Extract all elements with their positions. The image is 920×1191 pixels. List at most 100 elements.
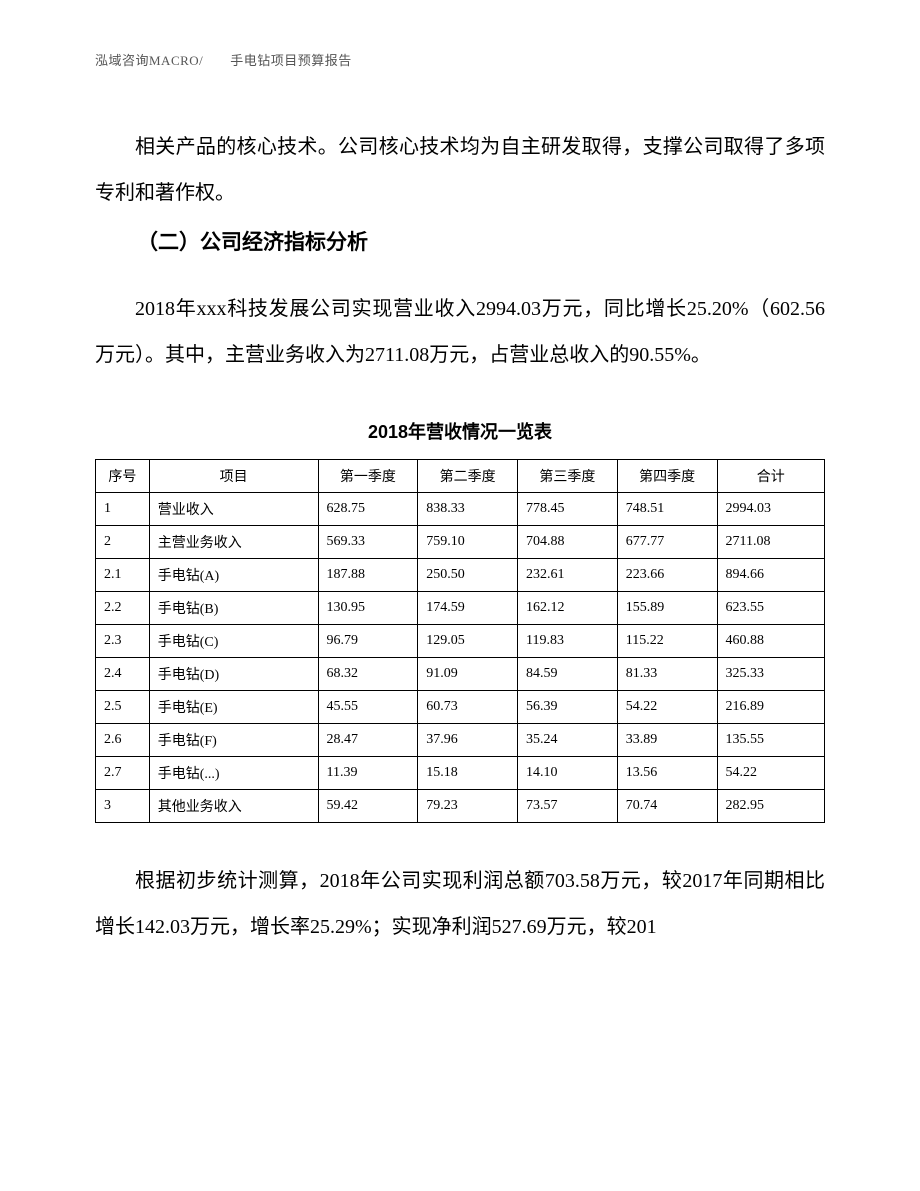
table-cell: 748.51: [617, 493, 717, 526]
table-cell: 68.32: [318, 658, 418, 691]
table-cell: 主营业务收入: [149, 526, 318, 559]
table-cell: 2711.08: [717, 526, 824, 559]
table-cell: 1: [96, 493, 150, 526]
table-row: 2.6 手电钻(F) 28.47 37.96 35.24 33.89 135.5…: [96, 724, 825, 757]
table-cell: 119.83: [518, 625, 618, 658]
section-title: （二）公司经济指标分析: [95, 226, 825, 256]
table-row: 2.3 手电钻(C) 96.79 129.05 119.83 115.22 46…: [96, 625, 825, 658]
table-col-q4: 第四季度: [617, 460, 717, 493]
table-col-item: 项目: [149, 460, 318, 493]
paragraph-2: 2018年xxx科技发展公司实现营业收入2994.03万元，同比增长25.20%…: [95, 286, 825, 378]
table-cell: 759.10: [418, 526, 518, 559]
table-col-q1: 第一季度: [318, 460, 418, 493]
table-cell: 84.59: [518, 658, 618, 691]
table-cell: 60.73: [418, 691, 518, 724]
table-cell: 79.23: [418, 790, 518, 823]
table-cell: 2.1: [96, 559, 150, 592]
table-cell: 174.59: [418, 592, 518, 625]
table-cell: 778.45: [518, 493, 618, 526]
table-cell: 手电钻(A): [149, 559, 318, 592]
table-cell: 2.3: [96, 625, 150, 658]
table-cell: 33.89: [617, 724, 717, 757]
table-cell: 677.77: [617, 526, 717, 559]
table-cell: 223.66: [617, 559, 717, 592]
table-cell: 其他业务收入: [149, 790, 318, 823]
table-cell: 手电钻(E): [149, 691, 318, 724]
table-row: 2.1 手电钻(A) 187.88 250.50 232.61 223.66 8…: [96, 559, 825, 592]
table-col-seq: 序号: [96, 460, 150, 493]
table-cell: 2: [96, 526, 150, 559]
table-cell: 155.89: [617, 592, 717, 625]
table-row: 1 营业收入 628.75 838.33 778.45 748.51 2994.…: [96, 493, 825, 526]
paragraph-3: 根据初步统计测算，2018年公司实现利润总额703.58万元，较2017年同期相…: [95, 858, 825, 950]
table-cell: 3: [96, 790, 150, 823]
table-header: 序号 项目 第一季度 第二季度 第三季度 第四季度 合计: [96, 460, 825, 493]
table-cell: 325.33: [717, 658, 824, 691]
table-cell: 56.39: [518, 691, 618, 724]
table-cell: 91.09: [418, 658, 518, 691]
table-row: 3 其他业务收入 59.42 79.23 73.57 70.74 282.95: [96, 790, 825, 823]
table-cell: 115.22: [617, 625, 717, 658]
table-cell: 11.39: [318, 757, 418, 790]
table-cell: 2.2: [96, 592, 150, 625]
body-text-section-2: 2018年xxx科技发展公司实现营业收入2994.03万元，同比增长25.20%…: [95, 286, 825, 378]
table-cell: 13.56: [617, 757, 717, 790]
table-cell: 81.33: [617, 658, 717, 691]
table-cell: 282.95: [717, 790, 824, 823]
body-text-section-3: 根据初步统计测算，2018年公司实现利润总额703.58万元，较2017年同期相…: [95, 858, 825, 950]
table-cell: 129.05: [418, 625, 518, 658]
paragraph-1: 相关产品的核心技术。公司核心技术均为自主研发取得，支撑公司取得了多项专利和著作权…: [95, 124, 825, 216]
table-col-q2: 第二季度: [418, 460, 518, 493]
body-text-section: 相关产品的核心技术。公司核心技术均为自主研发取得，支撑公司取得了多项专利和著作权…: [95, 124, 825, 216]
table-cell: 232.61: [518, 559, 618, 592]
table-col-q3: 第三季度: [518, 460, 618, 493]
table-cell: 15.18: [418, 757, 518, 790]
table-cell: 35.24: [518, 724, 618, 757]
table-cell: 37.96: [418, 724, 518, 757]
table-cell: 162.12: [518, 592, 618, 625]
table-cell: 手电钻(B): [149, 592, 318, 625]
table-cell: 2.7: [96, 757, 150, 790]
table-cell: 704.88: [518, 526, 618, 559]
page-content: 泓域咨询MACRO/ 手电钻项目预算报告 相关产品的核心技术。公司核心技术均为自…: [0, 0, 920, 1000]
table-cell: 623.55: [717, 592, 824, 625]
table-col-total: 合计: [717, 460, 824, 493]
table-cell: 460.88: [717, 625, 824, 658]
table-header-row: 序号 项目 第一季度 第二季度 第三季度 第四季度 合计: [96, 460, 825, 493]
table-body: 1 营业收入 628.75 838.33 778.45 748.51 2994.…: [96, 493, 825, 823]
table-cell: 手电钻(...): [149, 757, 318, 790]
table-cell: 96.79: [318, 625, 418, 658]
table-cell: 569.33: [318, 526, 418, 559]
table-cell: 838.33: [418, 493, 518, 526]
table-cell: 216.89: [717, 691, 824, 724]
table-cell: 894.66: [717, 559, 824, 592]
table-cell: 73.57: [518, 790, 618, 823]
table-cell: 250.50: [418, 559, 518, 592]
table-cell: 2994.03: [717, 493, 824, 526]
table-cell: 54.22: [617, 691, 717, 724]
table-cell: 营业收入: [149, 493, 318, 526]
document-header: 泓域咨询MACRO/ 手电钻项目预算报告: [95, 50, 825, 69]
table-cell: 2.4: [96, 658, 150, 691]
table-title: 2018年营收情况一览表: [95, 418, 825, 444]
table-cell: 45.55: [318, 691, 418, 724]
table-cell: 14.10: [518, 757, 618, 790]
table-cell: 54.22: [717, 757, 824, 790]
table-cell: 628.75: [318, 493, 418, 526]
table-cell: 187.88: [318, 559, 418, 592]
header-text: 泓域咨询MACRO/ 手电钻项目预算报告: [95, 53, 352, 68]
table-row: 2.4 手电钻(D) 68.32 91.09 84.59 81.33 325.3…: [96, 658, 825, 691]
table-row: 2.7 手电钻(...) 11.39 15.18 14.10 13.56 54.…: [96, 757, 825, 790]
table-cell: 2.5: [96, 691, 150, 724]
table-cell: 手电钻(C): [149, 625, 318, 658]
table-cell: 2.6: [96, 724, 150, 757]
table-row: 2 主营业务收入 569.33 759.10 704.88 677.77 271…: [96, 526, 825, 559]
table-cell: 59.42: [318, 790, 418, 823]
table-row: 2.2 手电钻(B) 130.95 174.59 162.12 155.89 6…: [96, 592, 825, 625]
table-cell: 135.55: [717, 724, 824, 757]
table-cell: 手电钻(F): [149, 724, 318, 757]
table-cell: 70.74: [617, 790, 717, 823]
table-cell: 28.47: [318, 724, 418, 757]
revenue-table: 序号 项目 第一季度 第二季度 第三季度 第四季度 合计 1 营业收入 628.…: [95, 459, 825, 823]
table-cell: 手电钻(D): [149, 658, 318, 691]
